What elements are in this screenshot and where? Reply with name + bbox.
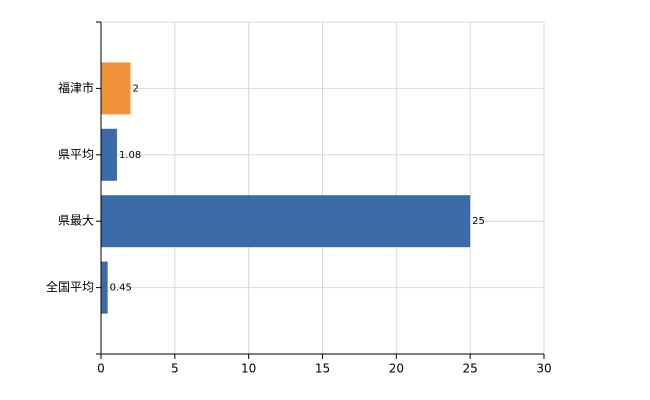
x-tick-label: 5 — [171, 362, 179, 376]
x-tick-label: 0 — [97, 362, 105, 376]
data-label: 2 — [133, 83, 139, 94]
bar — [101, 62, 131, 115]
data-label: 0.45 — [110, 283, 132, 294]
y-tick-label: 全国平均 — [46, 279, 94, 294]
x-tick-label: 20 — [389, 362, 404, 376]
bar — [101, 195, 471, 248]
y-tick-label: 県平均 — [58, 147, 94, 161]
y-tick-label: 県最大 — [58, 214, 94, 228]
data-label: 25 — [472, 216, 485, 227]
y-tick-label: 福津市 — [58, 80, 94, 95]
bar — [101, 261, 108, 314]
data-label: 1.08 — [119, 150, 141, 161]
x-tick-label: 15 — [315, 362, 330, 376]
bar — [101, 128, 117, 181]
x-tick-label: 30 — [536, 362, 551, 376]
x-tick-label: 25 — [463, 362, 478, 376]
x-tick-label: 10 — [241, 362, 256, 376]
